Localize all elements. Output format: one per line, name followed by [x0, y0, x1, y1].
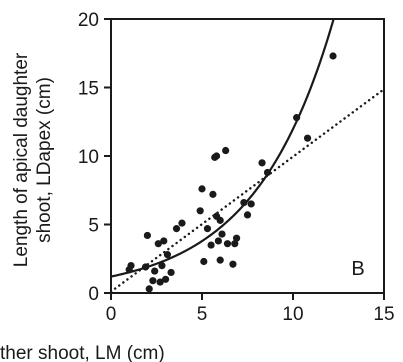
data-point — [222, 146, 230, 155]
data-point — [232, 234, 241, 242]
panel-label: B — [351, 258, 364, 280]
data-point — [207, 241, 215, 249]
y-tick-label: 5 — [88, 216, 99, 237]
x-tick-label: 5 — [197, 304, 208, 325]
data-point — [178, 219, 186, 227]
data-point — [243, 211, 252, 219]
tick-labels: 0 5 10 15 0 5 10 15 20 — [78, 10, 395, 325]
data-point — [151, 267, 159, 275]
data-point — [218, 230, 226, 238]
data-point — [143, 231, 151, 240]
data-point — [149, 277, 157, 285]
data-point — [293, 114, 301, 122]
data-point — [329, 52, 337, 60]
fit-curves — [111, 19, 384, 293]
data-point — [145, 285, 153, 293]
data-point — [160, 237, 168, 245]
y-tick-label: 10 — [78, 147, 99, 168]
y-tick-label: 20 — [78, 10, 99, 31]
data-point — [223, 240, 232, 248]
data-point — [209, 190, 217, 198]
y-axis-title-line-1: Length of apical daughter — [11, 52, 32, 267]
data-point — [162, 275, 170, 283]
x-tick-label: 10 — [282, 304, 303, 325]
data-point — [247, 200, 255, 208]
data-point — [258, 159, 266, 167]
ticks-layer — [104, 18, 385, 300]
y-tick-label: 15 — [78, 79, 99, 100]
x-tick-label: 15 — [373, 304, 394, 325]
x-axis-title: ther shoot, LM (cm) — [0, 343, 165, 362]
y-tick-label: 0 — [88, 284, 99, 305]
data-point — [240, 198, 248, 207]
data-point — [198, 185, 206, 193]
data-point — [216, 256, 224, 264]
data-point — [200, 257, 208, 266]
linear-fit-line — [111, 88, 384, 293]
data-point — [231, 240, 239, 248]
data-point — [127, 262, 135, 270]
data-point — [196, 207, 204, 215]
data-point — [263, 168, 272, 177]
data-points — [125, 52, 337, 293]
plot-frame — [110, 18, 385, 294]
data-point — [303, 134, 312, 142]
data-point — [172, 225, 181, 233]
x-tick-label: 0 — [106, 304, 117, 325]
data-point — [156, 278, 164, 286]
data-point — [229, 260, 237, 268]
data-point — [212, 152, 221, 160]
data-point — [167, 268, 175, 277]
data-point — [163, 251, 172, 259]
data-point — [141, 263, 150, 271]
data-point — [154, 240, 162, 248]
y-axis-title-line-2: shoot, LDapex (cm) — [34, 77, 55, 243]
data-point — [216, 216, 224, 224]
data-point — [158, 262, 166, 270]
data-point — [214, 237, 222, 245]
exponential-fit-line — [111, 19, 335, 278]
data-point — [203, 225, 212, 233]
